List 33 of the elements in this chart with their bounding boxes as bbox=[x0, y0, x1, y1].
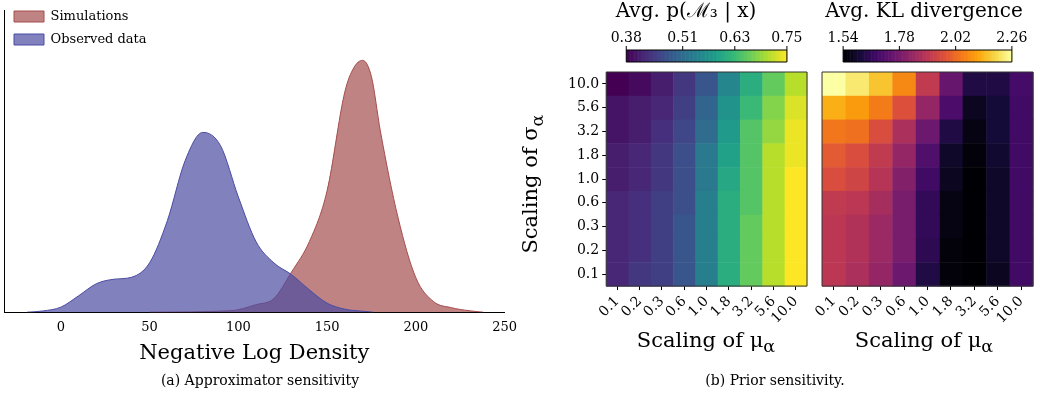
x-tick-label: 100 bbox=[225, 319, 251, 335]
y-tick-label: 0.3 bbox=[576, 217, 600, 234]
color-bar-label: 1.54 bbox=[827, 28, 859, 45]
y-tick-label: 10.0 bbox=[568, 74, 600, 91]
y-tick-label: 1.8 bbox=[576, 145, 600, 162]
x-axis-title: Scaling of μ$_{α}$ bbox=[853, 328, 995, 357]
chart-title: Avg. p(ℳ₃ | x) bbox=[614, 0, 757, 24]
color-bar-label: 0.63 bbox=[719, 28, 751, 45]
color-bar-label: 0.75 bbox=[771, 28, 803, 45]
y-tick-label: 0.1 bbox=[576, 264, 600, 281]
x-tick-label: 0 bbox=[56, 319, 65, 335]
x-axis-title: Negative Log Density bbox=[139, 339, 370, 364]
x-axis-title: Scaling of μ$_{α}$ bbox=[635, 328, 777, 357]
text: (b) Prior sensitivity. bbox=[704, 372, 846, 388]
x-tick-label: 200 bbox=[403, 319, 429, 335]
color-bar-label: 2.02 bbox=[940, 28, 972, 45]
color-bar-label: 1.78 bbox=[883, 28, 915, 45]
y-tick-label: 0.6 bbox=[576, 193, 600, 210]
x-tick-label: 250 bbox=[492, 319, 518, 335]
chart-title: Avg. KL divergence bbox=[824, 0, 1023, 23]
y-tick-label: 1.0 bbox=[576, 169, 600, 186]
color-bar-label: 2.26 bbox=[996, 28, 1028, 45]
text: (a) Approximator sensitivity bbox=[159, 372, 361, 388]
color-bar-label: 0.51 bbox=[667, 28, 699, 45]
legend-label: Observed data bbox=[50, 30, 147, 46]
legend-label: Simulations bbox=[50, 7, 129, 23]
y-tick-label: 5.6 bbox=[576, 98, 600, 115]
y-tick-label: 0.2 bbox=[576, 241, 600, 258]
y-tick-label: 3.2 bbox=[576, 122, 600, 139]
x-tick-label: 1.0 bbox=[684, 292, 712, 320]
x-tick-label: 50 bbox=[141, 319, 158, 335]
color-bar-label: 0.38 bbox=[610, 28, 642, 45]
x-tick-label: 150 bbox=[314, 319, 340, 335]
